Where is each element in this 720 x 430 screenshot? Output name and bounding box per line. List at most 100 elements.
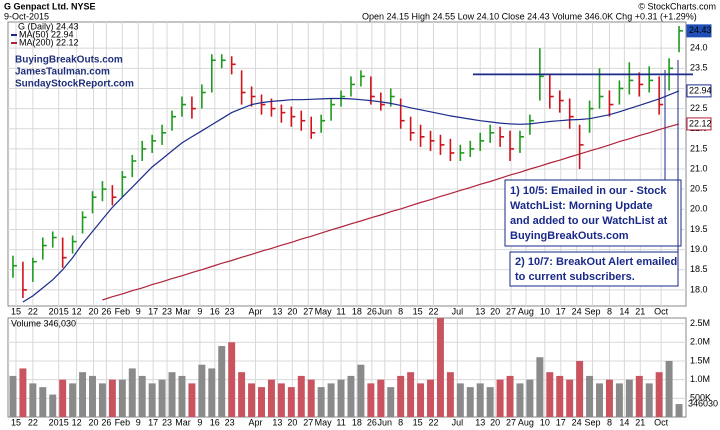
x-tick-label: 20 [490, 417, 500, 427]
volume-bar [635, 375, 643, 417]
volume-bar [9, 375, 17, 417]
x-tick-label: 22 [28, 306, 38, 316]
x-tick-label: Aug [518, 306, 534, 316]
x-tick-label: 14 [619, 306, 629, 316]
legend-entry: MA(200) 22.12 [19, 37, 79, 47]
x-tick-label: 9 [136, 306, 141, 316]
volume-bar [79, 372, 87, 417]
volume-bar [436, 318, 444, 417]
date: 9-Oct-2015 [4, 11, 49, 21]
volume-bar [19, 368, 27, 417]
x-tick-label: 2015 [49, 417, 69, 427]
volume-bar [427, 379, 434, 417]
x-tick-label: 24 [572, 306, 582, 316]
volume-bar [526, 379, 534, 417]
x-tick-label: Feb [115, 306, 131, 316]
volume-bar [39, 387, 47, 417]
x-tick-label: 17 [148, 306, 158, 316]
x-tick-label: 22 [28, 417, 38, 427]
credit: © StockCharts.com [638, 1, 716, 11]
volume-bar [89, 375, 96, 417]
volume-bar [238, 372, 246, 417]
x-tick-label: Mar [175, 306, 191, 316]
volume-bar [228, 342, 236, 417]
volume-bar [258, 387, 265, 417]
y-tick-label: 24.0 [690, 43, 708, 53]
annotation: 1) 10/5: Emailed in our - Stock [510, 185, 667, 197]
y-tick-label: 1.0M [690, 374, 710, 384]
x-tick-label: 17 [148, 417, 158, 427]
site-label: SundayStockReport.com [15, 79, 134, 90]
x-tick-label: 9 [197, 417, 202, 427]
x-tick-label: 23 [225, 306, 235, 316]
x-tick-label: Oct [654, 417, 669, 427]
volume-bar [307, 379, 315, 417]
volume-bar [118, 379, 126, 417]
x-tick-label: 11 [336, 417, 345, 427]
volume-bar [277, 383, 285, 417]
annotation: BuyingBreakOuts.com [510, 230, 629, 242]
x-tick-label: 27 [506, 306, 516, 316]
volume-bar [605, 379, 613, 417]
x-tick-label: 26 [101, 417, 111, 427]
volume-bar [59, 379, 67, 417]
volume-bar [198, 364, 206, 417]
x-tick-label: 11 [336, 306, 345, 316]
y-tick-label: 2.0M [690, 337, 710, 347]
x-tick-label: 23 [162, 417, 172, 427]
x-tick-label: 27 [506, 417, 516, 427]
x-tick-label: Jul [452, 417, 464, 427]
volume-bar [387, 387, 395, 417]
volume-bar [556, 375, 564, 417]
volume-bar [138, 375, 146, 417]
legend-entry: Volume 346,030 [11, 318, 76, 328]
volume-bar [297, 375, 305, 417]
volume-bar [446, 372, 454, 417]
annotation: to current subscribers. [515, 271, 635, 283]
x-tick-label: 27 [303, 306, 313, 316]
legend-entry: G (Daily) 24.43 [18, 21, 79, 31]
x-tick-label: 9 [197, 306, 202, 316]
x-tick-label: 18 [352, 306, 362, 316]
volume-bar [337, 379, 345, 417]
y-tick-label: 19.0 [690, 244, 708, 254]
value-box [686, 24, 712, 38]
volume-bar [158, 379, 166, 417]
x-tick-label: 26 [367, 417, 377, 427]
value-label: 22.94 [689, 85, 712, 95]
volume-bar [645, 383, 653, 417]
volume-bar [456, 383, 464, 417]
legend-entry: MA(50) 22.94 [19, 29, 74, 39]
x-tick-label: 13 [272, 306, 282, 316]
value-box [686, 117, 712, 131]
volume-bar [317, 387, 325, 417]
x-tick-label: Apr [249, 306, 263, 316]
volume-bar [267, 379, 275, 417]
annotation: WatchList: Morning Update [510, 200, 653, 212]
y-tick-label: 20.0 [690, 204, 708, 214]
x-tick-label: 24 [572, 417, 582, 427]
stats: Open 24.15 High 24.55 Low 24.10 Close 24… [362, 11, 697, 21]
volume-bar [49, 394, 57, 417]
x-tick-label: 8 [398, 417, 403, 427]
volume-bar [287, 387, 295, 417]
y-tick-label: 18.0 [690, 284, 708, 294]
x-tick-label: 15 [413, 306, 423, 316]
x-tick-label: 16 [210, 417, 220, 427]
x-tick-label: 20 [88, 417, 98, 427]
y-tick-label: 500K [690, 393, 711, 403]
volume-bar [29, 383, 37, 417]
x-tick-label: 8 [607, 417, 612, 427]
x-tick-label: 26 [367, 306, 377, 316]
x-tick-label: May [315, 417, 333, 427]
volume-bar [128, 368, 136, 417]
x-tick-label: 10 [540, 306, 550, 316]
volume-bar [218, 346, 226, 417]
site-label: BuyingBreakOuts.com [15, 55, 123, 66]
y-tick-label: 2.5M [690, 318, 710, 328]
x-tick-label: 14 [619, 417, 629, 427]
value-label: 24.43 [689, 25, 712, 35]
x-tick-label: Aug [518, 417, 534, 427]
volume-bar [476, 383, 484, 417]
